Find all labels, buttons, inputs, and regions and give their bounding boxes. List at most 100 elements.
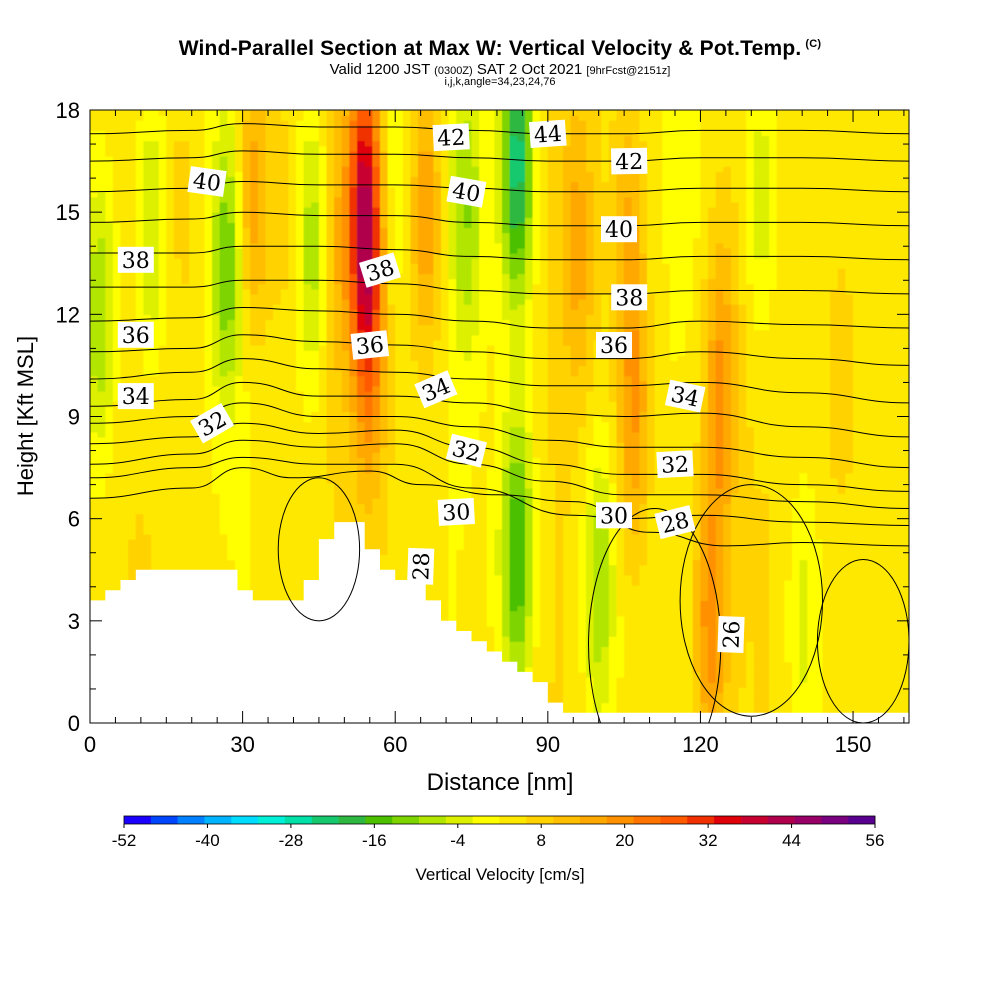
w-cell	[151, 472, 160, 479]
w-cell	[158, 237, 167, 244]
w-cell	[227, 503, 236, 510]
w-cell	[387, 482, 396, 489]
w-cell	[326, 503, 335, 510]
w-cell	[128, 406, 137, 412]
w-cell	[318, 120, 328, 126]
w-cell	[257, 314, 267, 321]
w-cell	[402, 493, 412, 499]
w-cell	[387, 436, 396, 443]
w-cell	[204, 401, 213, 407]
w-cell	[311, 150, 320, 157]
w-cell	[112, 528, 122, 535]
w-cell	[212, 513, 221, 520]
w-cell	[90, 329, 99, 336]
w-cell	[151, 196, 160, 203]
w-cell	[326, 365, 335, 372]
w-cell	[402, 436, 412, 443]
w-cell	[288, 411, 297, 418]
w-cell	[265, 590, 274, 596]
w-cell	[105, 196, 114, 203]
w-cell	[143, 406, 152, 412]
w-cell	[265, 355, 274, 361]
w-cell	[112, 334, 122, 341]
w-cell	[212, 467, 221, 474]
w-cell	[128, 181, 137, 188]
w-cell	[296, 416, 305, 423]
w-cell	[128, 508, 137, 515]
w-cell	[105, 135, 114, 142]
w-cell	[257, 518, 267, 525]
w-cell	[250, 339, 259, 346]
w-cell	[311, 242, 320, 249]
w-cell	[326, 467, 335, 474]
w-cell	[204, 518, 213, 525]
w-cell	[181, 237, 190, 244]
w-cell	[151, 477, 160, 484]
w-cell	[128, 227, 137, 234]
w-cell	[173, 396, 183, 402]
w-cell	[387, 355, 396, 361]
w-cell	[311, 355, 320, 361]
w-cell	[318, 135, 328, 142]
w-cell	[189, 222, 198, 229]
w-cell	[250, 125, 259, 132]
w-cell	[143, 125, 152, 132]
w-cell	[250, 365, 259, 372]
w-cell	[166, 334, 175, 341]
w-cell	[97, 283, 106, 290]
w-cell	[265, 579, 274, 586]
w-cell	[318, 247, 328, 254]
w-cell	[143, 477, 152, 484]
w-cell	[326, 390, 335, 397]
w-cell	[227, 406, 236, 412]
w-cell	[265, 564, 274, 571]
w-cell	[97, 508, 106, 515]
w-cell	[97, 396, 106, 402]
w-cell	[219, 447, 228, 453]
w-cell	[334, 309, 343, 315]
w-cell	[296, 288, 305, 295]
w-cell	[288, 278, 297, 285]
w-cell	[143, 498, 152, 504]
w-cell	[242, 278, 251, 285]
w-cell	[189, 319, 198, 326]
w-cell	[364, 390, 373, 397]
w-cell	[173, 350, 183, 356]
w-cell	[395, 283, 404, 290]
w-cell	[105, 181, 114, 188]
w-cell	[128, 232, 137, 239]
w-cell	[334, 130, 343, 137]
w-cell	[296, 227, 305, 234]
w-cell	[265, 150, 274, 157]
w-cell	[387, 564, 396, 571]
w-cell	[105, 533, 114, 540]
w-cell	[105, 390, 114, 397]
w-cell	[173, 207, 183, 213]
w-cell	[395, 242, 404, 249]
w-cell	[219, 559, 228, 566]
w-cell	[379, 283, 389, 290]
w-cell	[204, 237, 213, 244]
w-cell	[212, 401, 221, 407]
w-cell	[112, 155, 122, 162]
w-cell	[379, 186, 389, 193]
w-cell	[105, 442, 114, 448]
w-cell	[135, 442, 145, 448]
w-cell	[166, 339, 175, 346]
w-cell	[97, 161, 106, 167]
w-cell	[387, 329, 396, 336]
w-cell	[326, 288, 335, 295]
w-cell	[364, 518, 373, 525]
w-cell	[90, 462, 99, 469]
w-cell	[90, 528, 99, 535]
w-cell	[265, 253, 274, 259]
w-cell	[364, 161, 373, 167]
w-cell	[227, 350, 236, 356]
w-cell	[357, 155, 366, 162]
w-cell	[357, 283, 366, 290]
w-cell	[257, 375, 267, 382]
w-cell	[395, 533, 404, 540]
w-cell	[387, 324, 396, 331]
w-cell	[90, 355, 99, 361]
w-cell	[296, 278, 305, 285]
